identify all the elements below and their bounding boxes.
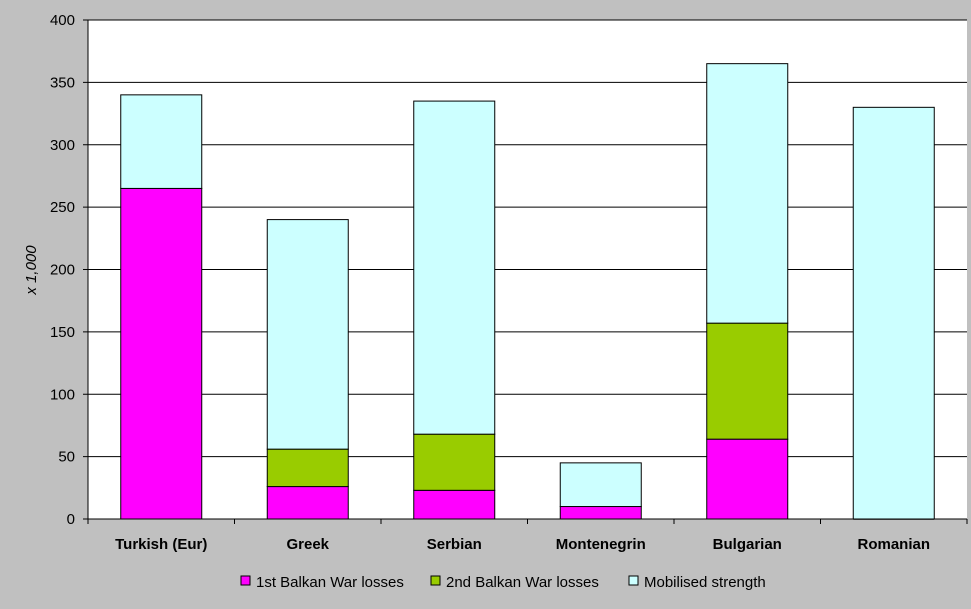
bar-segment-2-3	[413, 433, 496, 491]
bar-segment-3-3	[413, 100, 496, 435]
y-tick-label: 350	[50, 74, 75, 91]
y-tick-label: 50	[58, 449, 75, 466]
y-tick-label: 200	[50, 262, 75, 279]
y-tick-label: 150	[50, 324, 75, 341]
y-tick-label: 300	[50, 137, 75, 154]
legend-swatch	[628, 575, 639, 586]
bars	[120, 63, 935, 520]
legend-swatch	[430, 575, 441, 586]
y-tick-label: 0	[67, 511, 75, 528]
legend-swatch	[240, 575, 251, 586]
x-tick-labels: Turkish (Eur) Greek Serbian Montenegrin Bulg…	[115, 536, 930, 553]
x-tick-label: Montenegrin	[556, 536, 646, 553]
bar-segment-3-4	[559, 462, 642, 508]
bar-segment-1-1	[120, 187, 203, 520]
legend-label: 1st Balkan War losses	[256, 574, 404, 591]
legend: 1st Balkan War losses 2nd Balkan War loss…	[240, 574, 766, 591]
legend-label: 2nd Balkan War losses	[446, 574, 599, 591]
y-axis-title: x 1,000	[23, 245, 40, 296]
bar-segment-2-2	[266, 448, 349, 488]
y-tick-label: 100	[50, 386, 75, 403]
bar-segment-3-6	[852, 106, 935, 520]
x-tick-label: Greek	[286, 536, 329, 553]
y-tick-label: 250	[50, 199, 75, 216]
bar-segment-1-2	[266, 486, 349, 520]
bar-segment-2-5	[706, 322, 789, 440]
legend-label: Mobilised strength	[644, 574, 766, 591]
x-tick-label: Romanian	[857, 536, 930, 553]
bar-segment-1-4	[559, 506, 642, 520]
bar-segment-1-5	[706, 438, 789, 520]
y-tick-label: 400	[50, 12, 75, 29]
x-tick-label: Serbian	[427, 536, 482, 553]
bar-segment-3-2	[266, 219, 349, 450]
x-tick-label: Bulgarian	[713, 536, 782, 553]
bar-segment-3-5	[706, 63, 789, 324]
bar-segment-3-1	[120, 94, 203, 189]
y-tick-labels: 0 50 100 150 200 250 300 350 400	[50, 12, 75, 528]
x-tick-label: Turkish (Eur)	[115, 536, 207, 553]
bar-segment-1-3	[413, 489, 496, 520]
axes	[87, 20, 968, 524]
gridlines	[83, 19, 967, 520]
